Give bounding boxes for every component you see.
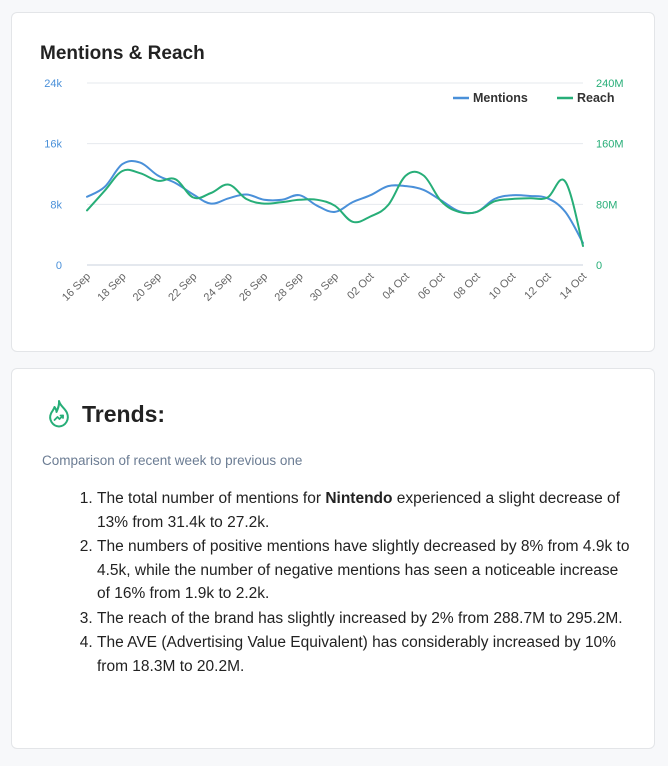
x-tick-label: 16 Sep — [60, 271, 93, 304]
y-right-tick-label: 240M — [596, 78, 624, 90]
trends-header: Trends: — [46, 399, 165, 429]
y-right-tick-label: 0 — [596, 260, 602, 272]
series-line-reach — [86, 168, 584, 247]
x-tick-label: 26 Sep — [237, 271, 270, 304]
trend-item-reach: The reach of the brand has slightly incr… — [97, 607, 635, 631]
flame-trend-icon — [49, 400, 69, 428]
x-tick-label: 28 Sep — [273, 271, 306, 304]
y-left-tick-label: 0 — [56, 260, 62, 272]
y-right-tick-label: 80M — [596, 199, 617, 211]
trend-item-sentiment: The numbers of positive mentions have sl… — [97, 535, 635, 606]
chart-title: Mentions & Reach — [40, 43, 205, 64]
trends-subtitle: Comparison of recent week to previous on… — [42, 453, 303, 468]
y-left-tick-label: 8k — [50, 199, 62, 211]
x-tick-label: 06 Oct — [416, 271, 447, 302]
series-line-mentions — [86, 159, 584, 244]
y-right-tick-label: 160M — [596, 139, 624, 151]
x-tick-label: 20 Sep — [131, 271, 164, 304]
x-tick-label: 04 Oct — [381, 271, 412, 302]
x-tick-label: 24 Sep — [202, 271, 235, 304]
x-tick-label: 22 Sep — [166, 271, 199, 304]
x-tick-label: 12 Oct — [522, 271, 553, 302]
x-tick-label: 18 Sep — [95, 271, 128, 304]
trends-list: The total number of mentions for Nintend… — [60, 487, 635, 679]
x-tick-label: 10 Oct — [487, 271, 518, 302]
trends-card: Trends: Comparison of recent week to pre… — [11, 368, 655, 749]
trends-title: Trends: — [82, 400, 166, 427]
legend-label-reach: Reach — [577, 91, 615, 105]
trend-item-mentions: The total number of mentions for Nintend… — [97, 487, 635, 534]
y-left-tick-label: 24k — [44, 78, 62, 90]
x-tick-label: 02 Oct — [345, 271, 376, 302]
trend-item-mentions-text-end: experienced a slight decrease of 13% fro… — [97, 490, 620, 531]
x-tick-label: 08 Oct — [451, 271, 482, 302]
x-tick-label: 14 Oct — [558, 271, 589, 302]
legend-label-mentions: Mentions — [473, 91, 528, 105]
y-left-tick-label: 16k — [44, 139, 62, 151]
brand-name: Nintendo — [325, 490, 393, 507]
mentions-reach-card: Mentions & Reach 0 8k 16k 24k 0 80M 160M 240M 16… — [11, 12, 655, 352]
x-tick-label: 30 Sep — [308, 271, 341, 304]
trend-item-ave: The AVE (Advertising Value Equivalent) h… — [97, 631, 635, 678]
trend-item-mentions-text-start: The total number of mentions for — [97, 490, 326, 507]
